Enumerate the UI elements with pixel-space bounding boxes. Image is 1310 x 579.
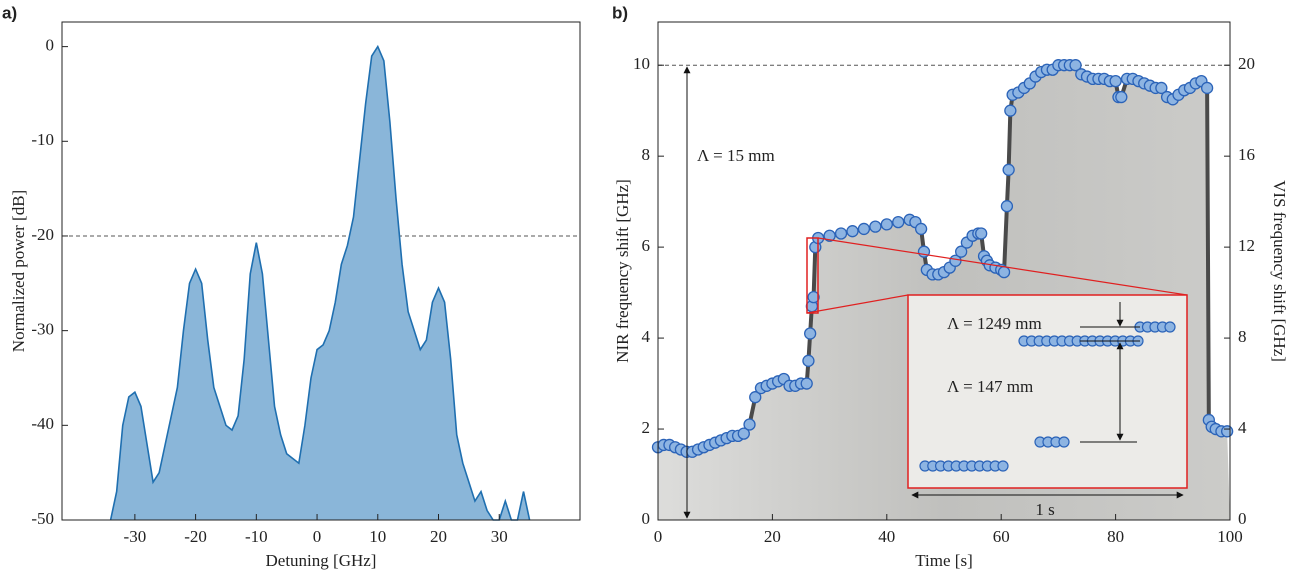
inset-dot (997, 460, 1009, 472)
y2-tick-label: 0 (1238, 509, 1247, 528)
data-point (743, 418, 756, 431)
data-point (1200, 81, 1214, 95)
y-tick-label: 8 (642, 145, 651, 164)
x-axis-label: Time [s] (915, 551, 972, 570)
data-point (1069, 59, 1082, 72)
data-point (949, 254, 962, 267)
data-point (997, 265, 1011, 279)
plot-frame (61, 21, 581, 521)
y-tick-label: 10 (633, 54, 650, 73)
y2-tick-label: 16 (1238, 145, 1255, 164)
data-point (834, 227, 848, 240)
y-tick-label: 2 (642, 418, 651, 437)
x-tick-label: -10 (245, 527, 268, 546)
data-point (955, 245, 968, 258)
x-tick-label: 60 (993, 527, 1010, 546)
y-tick-label: -50 (31, 509, 54, 528)
y-tick-label: -30 (31, 320, 54, 339)
data-point (1155, 81, 1168, 95)
data-point (1220, 425, 1234, 438)
y-tick-label: -40 (31, 414, 54, 433)
x-tick-label: 40 (878, 527, 895, 546)
annotation: Λ = 1249 mm (947, 314, 1042, 333)
inset-dots (919, 321, 1176, 472)
x-tick-label: 20 (764, 527, 781, 546)
x-tick-label: -30 (124, 527, 147, 546)
data-point (892, 215, 905, 229)
y2-tick-label: 12 (1238, 236, 1255, 255)
data-point (1000, 200, 1014, 213)
data-point (737, 427, 750, 440)
panel-label: a) (2, 3, 17, 22)
data-point (1109, 74, 1122, 88)
y2-tick-label: 4 (1238, 418, 1247, 437)
data-point (749, 391, 762, 404)
inset-dot (1164, 321, 1176, 333)
y-axis-label: NIR frequency shift [GHz] (613, 179, 632, 363)
annotation: 1 s (1035, 500, 1054, 519)
data-point (857, 222, 871, 236)
zoom-line (806, 294, 909, 314)
y-tick-label: 0 (642, 509, 651, 528)
data-point (802, 354, 815, 367)
x-tick-label: 0 (313, 527, 322, 546)
y-tick-label: 6 (642, 236, 651, 255)
plot-frame (657, 21, 1231, 521)
x-tick-label: 20 (430, 527, 447, 546)
data-point (823, 229, 836, 242)
data-point (975, 227, 988, 240)
spectrum-line (109, 44, 531, 521)
zoom-line (817, 237, 1188, 296)
panel-label: b) (612, 3, 628, 22)
y2-tick-label: 8 (1238, 327, 1247, 346)
annotation: Λ = 147 mm (947, 377, 1033, 396)
y2-axis-label: VIS frequency shift [GHz] (1270, 180, 1289, 362)
data-point (846, 225, 859, 238)
annotation: Λ = 15 mm (697, 146, 775, 165)
data-point (800, 377, 813, 390)
data-point (804, 327, 817, 340)
data-point (1004, 104, 1017, 117)
y2-tick-label: 20 (1238, 54, 1255, 73)
data-point (914, 222, 928, 236)
y-axis-label: Normalized power [dB] (9, 190, 28, 352)
inset-dot (1058, 436, 1070, 448)
x-tick-label: -20 (184, 527, 207, 546)
data-point (807, 291, 820, 304)
inset: Λ = 1249 mm Λ = 147 mm 1 s Λ = 15 mm (683, 66, 1188, 519)
y-tick-label: 0 (46, 36, 55, 55)
data-point (880, 218, 893, 231)
x-tick-label: 10 (369, 527, 386, 546)
x-tick-label: 30 (491, 527, 508, 546)
area-fill (110, 46, 530, 521)
data-point (869, 220, 882, 233)
x-tick-label: 0 (654, 527, 663, 546)
zoom-box (806, 237, 819, 314)
x-tick-label: 100 (1217, 527, 1243, 546)
data-point (1002, 163, 1015, 176)
x-tick-label: 80 (1107, 527, 1124, 546)
x-axis-label: Detuning [GHz] (266, 551, 377, 570)
y-tick-label: 4 (642, 327, 651, 346)
y-tick-label: -20 (31, 225, 54, 244)
y-tick-label: -10 (31, 130, 54, 149)
data-point (1115, 90, 1128, 104)
